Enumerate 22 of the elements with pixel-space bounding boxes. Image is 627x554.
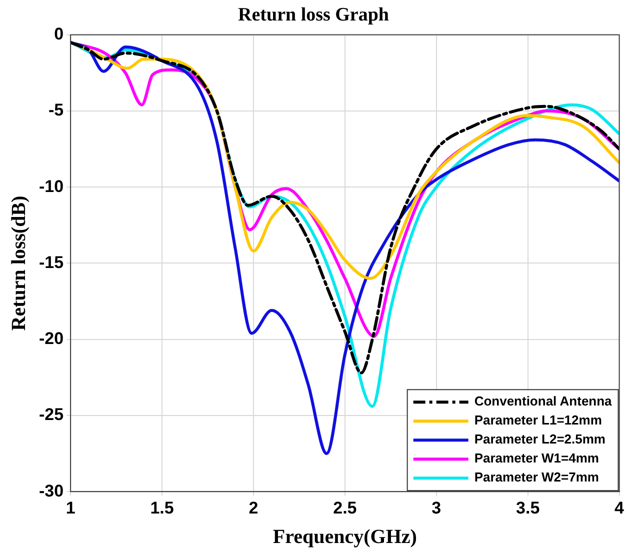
y-axis-title: Return loss(dB) xyxy=(8,196,30,331)
y-tick-label: -20 xyxy=(38,329,64,348)
legend-label: Parameter W2=7mm xyxy=(474,470,599,485)
y-tick-label: -30 xyxy=(38,481,64,500)
y-tick-label: -25 xyxy=(38,405,64,424)
x-tick-label: 4 xyxy=(614,498,625,518)
legend-label: Conventional Antenna xyxy=(474,394,613,409)
chart-title: Return loss Graph xyxy=(238,4,390,26)
legend-label: Parameter W1=4mm xyxy=(474,450,599,466)
x-tick-label: 2.5 xyxy=(333,498,357,518)
y-tick-label: -10 xyxy=(38,176,64,196)
legend-label: Parameter L2=2.5mm xyxy=(474,432,606,447)
x-tick-label: 2 xyxy=(248,498,258,518)
y-tick-label: -15 xyxy=(38,252,64,272)
x-tick-label: 1 xyxy=(66,498,76,518)
legend-label: Parameter L1=12mm xyxy=(474,412,602,428)
x-axis-title: Frequency(GHz) xyxy=(272,526,417,548)
x-tick-label: 3 xyxy=(432,498,442,518)
y-tick-label: 0 xyxy=(54,24,64,44)
y-tick-label: -5 xyxy=(48,100,64,120)
x-tick-label: 3.5 xyxy=(516,498,540,518)
x-tick-label: 1.5 xyxy=(150,498,174,518)
